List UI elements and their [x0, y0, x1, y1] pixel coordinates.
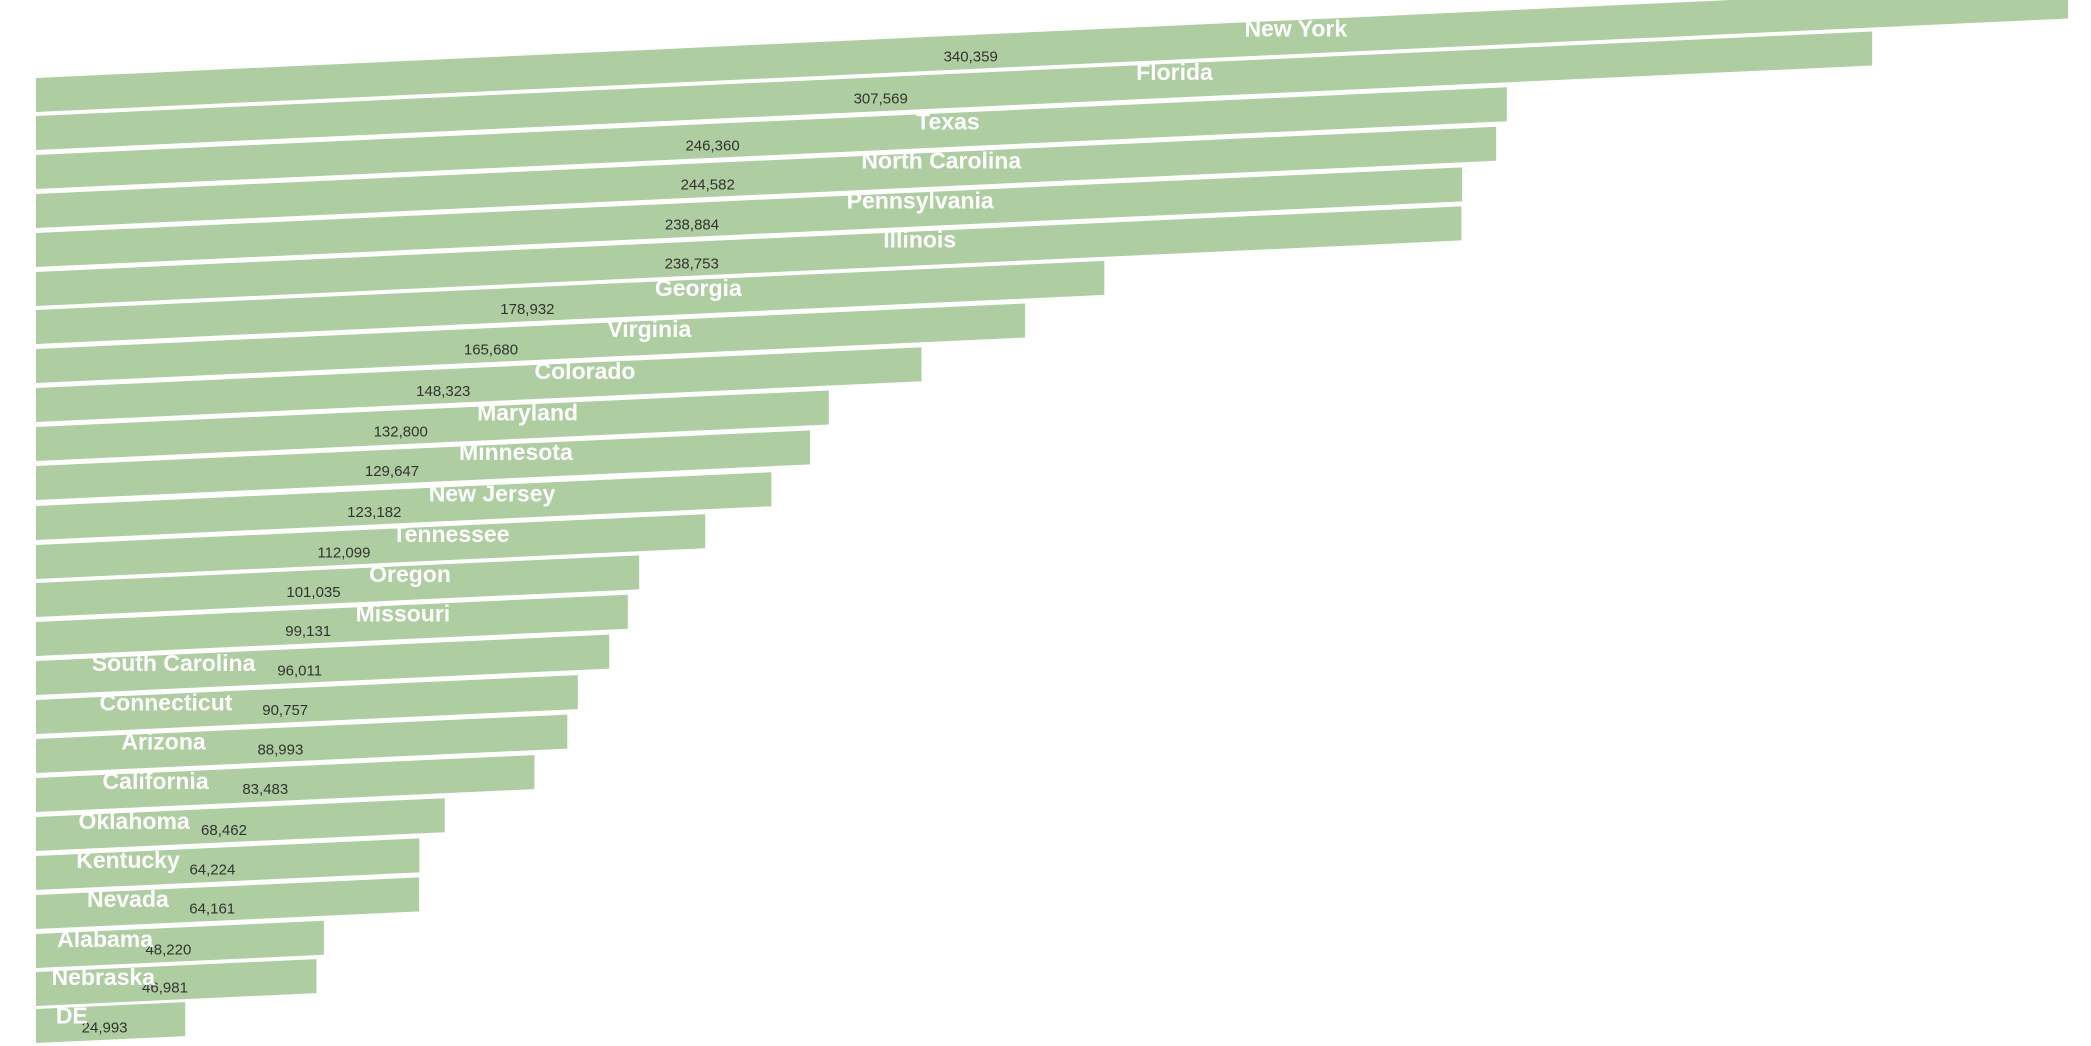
bar-colorado	[36, 347, 922, 422]
value-label-de: 24,993	[82, 1019, 128, 1036]
bar-connecticut	[36, 675, 578, 734]
category-label-missouri: Missouri	[356, 600, 451, 626]
category-label-pennsylvania: Pennsylvania	[847, 188, 994, 214]
bar-alabama	[36, 920, 324, 968]
category-label-oklahoma: Oklahoma	[78, 808, 189, 834]
value-label-oregon: 101,035	[286, 584, 340, 601]
value-label-virginia: 165,680	[464, 342, 518, 359]
category-label-de: DE	[56, 1003, 88, 1029]
category-label-tennessee: Tennessee	[392, 521, 509, 547]
value-label-alabama: 48,220	[145, 941, 191, 958]
value-label-georgia: 178,932	[500, 301, 554, 318]
category-label-georgia: Georgia	[655, 275, 742, 301]
value-label-illinois: 238,753	[665, 255, 719, 272]
bar-arizona	[36, 714, 568, 773]
category-label-kentucky: Kentucky	[76, 847, 180, 873]
category-label-alabama: Alabama	[57, 926, 153, 952]
bar-georgia	[36, 260, 1105, 344]
value-label-north-carolina: 244,582	[681, 177, 735, 194]
value-label-minnesota: 129,647	[365, 463, 419, 480]
bar-south-carolina	[36, 634, 610, 695]
bar-nebraska	[36, 959, 317, 1006]
value-label-pennsylvania: 238,884	[665, 216, 719, 233]
category-label-maryland: Maryland	[477, 400, 578, 426]
value-label-missouri: 99,131	[285, 623, 331, 640]
value-label-maryland: 132,800	[374, 424, 428, 441]
bar-new-york	[36, 0, 2068, 112]
category-label-texas: Texas	[916, 108, 980, 134]
value-label-oklahoma: 68,462	[201, 822, 247, 839]
bar-nevada	[36, 877, 420, 929]
value-label-tennessee: 112,099	[317, 544, 370, 561]
bar-texas	[36, 87, 1507, 189]
category-label-illinois: Illinois	[883, 227, 956, 253]
category-label-north-carolina: North Carolina	[861, 148, 1021, 174]
value-label-nevada: 64,161	[189, 900, 235, 917]
category-label-oregon: Oregon	[369, 561, 451, 587]
bar-illinois	[36, 206, 1462, 306]
category-label-new-jersey: New Jersey	[429, 480, 556, 506]
value-label-connecticut: 90,757	[262, 702, 308, 719]
value-label-south-carolina: 96,011	[277, 662, 322, 679]
category-label-connecticut: Connecticut	[100, 689, 233, 715]
category-label-virginia: Virginia	[607, 316, 691, 342]
value-label-texas: 246,360	[685, 137, 739, 154]
category-label-south-carolina: South Carolina	[92, 650, 256, 676]
bar-kentucky	[36, 838, 420, 890]
bar-maryland	[36, 390, 829, 461]
bar-virginia	[36, 303, 1026, 383]
bar-california	[36, 755, 535, 812]
bar-oregon	[36, 555, 640, 617]
value-label-new-york: 340,359	[944, 49, 998, 66]
category-label-nebraska: Nebraska	[52, 964, 156, 990]
category-label-new-york: New York	[1244, 15, 1347, 41]
value-label-nebraska: 46,981	[142, 980, 188, 997]
bar-oklahoma	[36, 798, 445, 851]
value-label-new-jersey: 123,182	[347, 504, 401, 521]
bar-florida	[36, 31, 1873, 150]
bar-pennsylvania	[36, 167, 1463, 267]
bar-de	[36, 1002, 186, 1043]
category-label-california: California	[103, 768, 209, 794]
bars-layer	[36, 0, 2068, 1043]
bar-minnesota	[36, 430, 810, 500]
value-label-florida: 307,569	[854, 91, 908, 108]
value-label-kentucky: 64,224	[189, 861, 235, 878]
labels-layer: 340,359 New York 307,569 Florida 246,360 Texa…	[52, 15, 1348, 1036]
category-label-arizona: Arizona	[121, 729, 206, 755]
category-label-minnesota: Minnesota	[459, 439, 573, 465]
bar-new-jersey	[36, 472, 772, 540]
bar-tennessee	[36, 514, 706, 579]
category-label-colorado: Colorado	[535, 358, 636, 384]
category-label-nevada: Nevada	[87, 886, 169, 912]
bar-north-carolina	[36, 126, 1497, 228]
bar-missouri	[36, 594, 628, 656]
value-label-california: 83,483	[242, 781, 288, 798]
value-label-colorado: 148,323	[416, 383, 470, 400]
category-label-florida: Florida	[1136, 59, 1213, 85]
value-label-arizona: 88,993	[257, 741, 303, 758]
